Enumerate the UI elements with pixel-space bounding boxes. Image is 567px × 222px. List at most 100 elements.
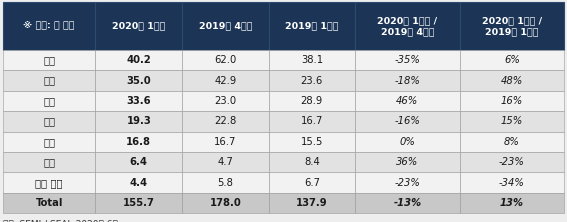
- Text: 0%: 0%: [400, 137, 416, 147]
- Bar: [355, 152, 460, 172]
- Bar: [460, 152, 564, 172]
- Text: 46%: 46%: [396, 96, 418, 106]
- Bar: [269, 193, 355, 213]
- Text: 137.9: 137.9: [296, 198, 328, 208]
- Text: 북미: 북미: [43, 116, 55, 127]
- Bar: [95, 2, 182, 50]
- Text: 38.1: 38.1: [301, 55, 323, 65]
- Text: 8.4: 8.4: [304, 157, 320, 167]
- Bar: [269, 152, 355, 172]
- Text: 48%: 48%: [501, 75, 523, 86]
- Text: 4.4: 4.4: [130, 178, 148, 188]
- Bar: [269, 70, 355, 91]
- Text: 2020년 1분기 /
2019년 4분기: 2020년 1분기 / 2019년 4분기: [378, 16, 438, 36]
- Bar: [95, 172, 182, 193]
- Bar: [3, 152, 95, 172]
- Text: -34%: -34%: [499, 178, 525, 188]
- Bar: [182, 2, 269, 50]
- Text: 15%: 15%: [501, 116, 523, 127]
- Bar: [3, 50, 95, 70]
- Bar: [95, 193, 182, 213]
- Bar: [3, 111, 95, 132]
- Bar: [3, 2, 95, 50]
- Bar: [355, 193, 460, 213]
- Bar: [95, 152, 182, 172]
- Text: 2019년 1분기: 2019년 1분기: [285, 22, 338, 31]
- Text: -13%: -13%: [393, 198, 421, 208]
- Text: 155.7: 155.7: [122, 198, 155, 208]
- Text: -35%: -35%: [395, 55, 420, 65]
- Bar: [460, 172, 564, 193]
- Bar: [95, 91, 182, 111]
- Text: 40.2: 40.2: [126, 55, 151, 65]
- Bar: [182, 111, 269, 132]
- Text: 한국: 한국: [43, 96, 55, 106]
- Bar: [355, 50, 460, 70]
- Text: 6.7: 6.7: [304, 178, 320, 188]
- Bar: [460, 193, 564, 213]
- Text: 178.0: 178.0: [209, 198, 241, 208]
- Text: -16%: -16%: [395, 116, 420, 127]
- Bar: [95, 70, 182, 91]
- Text: 16.7: 16.7: [301, 116, 323, 127]
- Text: 42.9: 42.9: [214, 75, 236, 86]
- Bar: [182, 152, 269, 172]
- Text: 유럽: 유럽: [43, 157, 55, 167]
- Bar: [355, 2, 460, 50]
- Bar: [182, 193, 269, 213]
- Text: 4.7: 4.7: [217, 157, 233, 167]
- Bar: [460, 132, 564, 152]
- Text: 23.6: 23.6: [301, 75, 323, 86]
- Bar: [95, 132, 182, 152]
- Bar: [3, 91, 95, 111]
- Bar: [3, 193, 95, 213]
- Bar: [460, 50, 564, 70]
- Bar: [182, 70, 269, 91]
- Text: 6.4: 6.4: [130, 157, 147, 167]
- Text: 8%: 8%: [504, 137, 520, 147]
- Bar: [355, 70, 460, 91]
- Text: 19.3: 19.3: [126, 116, 151, 127]
- Text: 6%: 6%: [504, 55, 520, 65]
- Bar: [269, 111, 355, 132]
- Bar: [460, 2, 564, 50]
- Text: 5.8: 5.8: [217, 178, 233, 188]
- Bar: [460, 70, 564, 91]
- Bar: [355, 111, 460, 132]
- Text: 23.0: 23.0: [214, 96, 236, 106]
- Bar: [182, 91, 269, 111]
- Text: 36%: 36%: [396, 157, 418, 167]
- Bar: [355, 132, 460, 152]
- Bar: [460, 91, 564, 111]
- Text: -18%: -18%: [395, 75, 420, 86]
- Bar: [269, 50, 355, 70]
- Bar: [460, 111, 564, 132]
- Text: 중국: 중국: [43, 75, 55, 86]
- Text: 16%: 16%: [501, 96, 523, 106]
- Bar: [3, 70, 95, 91]
- Bar: [182, 172, 269, 193]
- Text: 28.9: 28.9: [301, 96, 323, 106]
- Text: 15.5: 15.5: [301, 137, 323, 147]
- Text: -23%: -23%: [395, 178, 420, 188]
- Text: 출처: SEMI / SEAJ, 2020년 6월: 출처: SEMI / SEAJ, 2020년 6월: [3, 220, 118, 222]
- Text: 16.7: 16.7: [214, 137, 236, 147]
- Text: ※ 단위: 억 달러: ※ 단위: 억 달러: [23, 22, 75, 31]
- Text: 33.6: 33.6: [126, 96, 151, 106]
- Text: 22.8: 22.8: [214, 116, 236, 127]
- Text: 기타 지역: 기타 지역: [35, 178, 63, 188]
- Text: 일본: 일본: [43, 137, 55, 147]
- Bar: [269, 172, 355, 193]
- Text: 대만: 대만: [43, 55, 55, 65]
- Text: 35.0: 35.0: [126, 75, 151, 86]
- Bar: [3, 172, 95, 193]
- Text: 62.0: 62.0: [214, 55, 236, 65]
- Bar: [269, 132, 355, 152]
- Bar: [355, 91, 460, 111]
- Bar: [182, 50, 269, 70]
- Bar: [182, 132, 269, 152]
- Text: -23%: -23%: [499, 157, 525, 167]
- Text: Total: Total: [35, 198, 63, 208]
- Text: 2020년 1분기 /
2019년 1분기: 2020년 1분기 / 2019년 1분기: [482, 16, 542, 36]
- Bar: [95, 50, 182, 70]
